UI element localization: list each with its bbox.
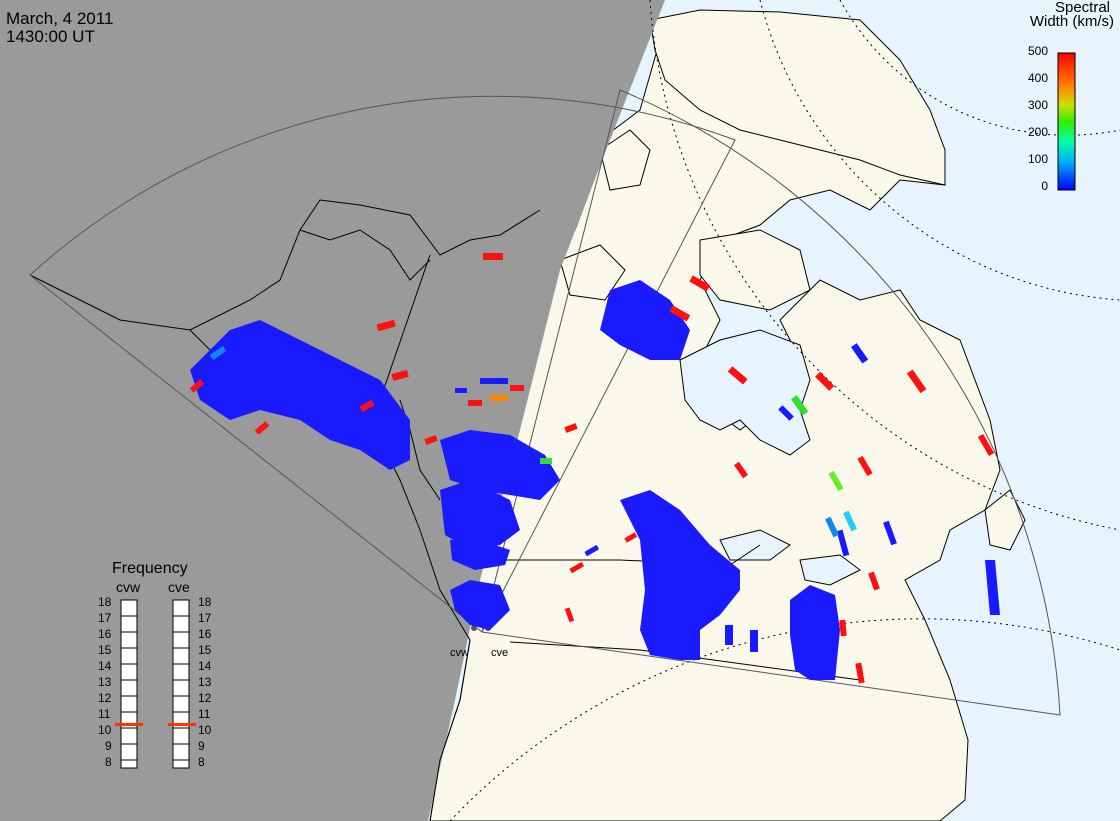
frequency-tick: 16 xyxy=(98,627,112,641)
frequency-tick: 11 xyxy=(98,707,111,721)
frequency-radar-label-cve: cve xyxy=(168,579,190,595)
scatter-cluster-east xyxy=(600,280,1000,680)
frequency-tick: 9 xyxy=(198,739,205,753)
date-label: March, 4 2011 xyxy=(6,9,114,28)
frequency-tick: 9 xyxy=(105,739,112,753)
frequency-marker-cve xyxy=(168,723,196,726)
frequency-tick: 17 xyxy=(98,611,112,625)
frequency-tick: 15 xyxy=(198,643,212,657)
frequency-tick: 12 xyxy=(98,691,112,705)
frequency-tick: 8 xyxy=(198,755,205,769)
frequency-tick: 14 xyxy=(98,659,112,673)
colorbar-tick: 500 xyxy=(1027,44,1048,58)
time-label: 1430:00 UT xyxy=(6,27,95,46)
colorbar xyxy=(1057,52,1076,191)
frequency-column-cve xyxy=(172,599,190,769)
frequency-tick: 13 xyxy=(198,675,212,689)
frequency-column-cvw xyxy=(120,599,138,769)
frequency-tick: 18 xyxy=(98,595,112,609)
colorbar-title-line1: Spectral xyxy=(1054,0,1110,16)
latitude-grid xyxy=(449,0,1120,821)
colorbar-tick: 400 xyxy=(1027,71,1048,85)
radar-fov xyxy=(29,89,1061,716)
frequency-tick: 8 xyxy=(105,755,112,769)
frequency-tick: 11 xyxy=(198,707,211,721)
radar-site-label-cve: cve xyxy=(491,647,509,659)
radar-site-label-cvw: cvw xyxy=(450,647,469,659)
frequency-tick: 10 xyxy=(98,723,112,737)
colorbar-tick: 0 xyxy=(1041,179,1048,193)
scatter-segments-blue xyxy=(455,343,897,652)
frequency-radar-label-cvw: cvw xyxy=(116,579,141,595)
frequency-marker-cvw xyxy=(115,723,143,726)
colorbar-tick: 100 xyxy=(1027,152,1048,166)
scatter-segments-red xyxy=(189,253,995,684)
radar-site-marker-cvw xyxy=(471,625,477,631)
frequency-tick: 10 xyxy=(198,723,212,737)
scatter-cluster-west xyxy=(190,320,560,630)
scatter-segments-mid xyxy=(209,345,857,538)
frequency-tick: 12 xyxy=(198,691,212,705)
frequency-tick: 13 xyxy=(98,675,112,689)
frequency-tick: 15 xyxy=(98,643,112,657)
backscatter-cells xyxy=(189,253,1000,684)
frequency-tick: 16 xyxy=(198,627,212,641)
colorbar-tick: 200 xyxy=(1027,125,1048,139)
frequency-title: Frequency xyxy=(112,560,188,577)
colorbar-tick: 300 xyxy=(1027,98,1048,112)
colorbar-title-line2: Width (km/s) xyxy=(1029,13,1114,30)
frequency-tick: 18 xyxy=(198,595,212,609)
frequency-tick: 14 xyxy=(198,659,212,673)
frequency-tick: 17 xyxy=(198,611,212,625)
